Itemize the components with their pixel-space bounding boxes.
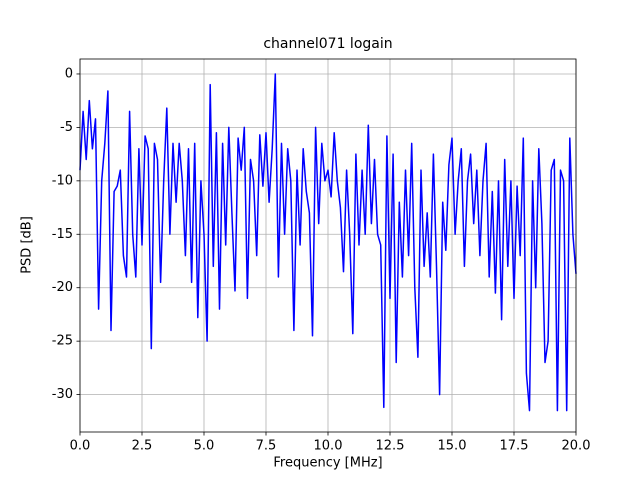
x-tick-label: 2.5 <box>132 439 153 454</box>
y-tick-label: 0 <box>65 66 73 81</box>
chart-title: channel071 logain <box>263 36 392 52</box>
x-tick-label: 12.5 <box>376 439 405 454</box>
x-tick-label: 10.0 <box>314 439 343 454</box>
y-tick-label: -25 <box>52 334 73 349</box>
y-axis-label: PSD [dB] <box>20 216 35 274</box>
x-tick-label: 5.0 <box>194 439 215 454</box>
x-tick-label: 20.0 <box>562 439 591 454</box>
y-tick-label: -30 <box>52 387 73 402</box>
x-axis-label: Frequency [MHz] <box>273 456 382 471</box>
plot-frame <box>79 58 577 433</box>
y-tick-label: -10 <box>52 173 73 188</box>
x-tick-label: 7.5 <box>256 439 277 454</box>
x-tick-label: 17.5 <box>500 439 529 454</box>
x-tick-label: 15.0 <box>438 439 467 454</box>
y-tick-label: -15 <box>52 227 73 242</box>
x-tick-label: 0.0 <box>70 439 91 454</box>
data-line <box>79 73 577 412</box>
y-tick-label: -5 <box>60 120 73 135</box>
y-tick-label: -20 <box>52 280 73 295</box>
